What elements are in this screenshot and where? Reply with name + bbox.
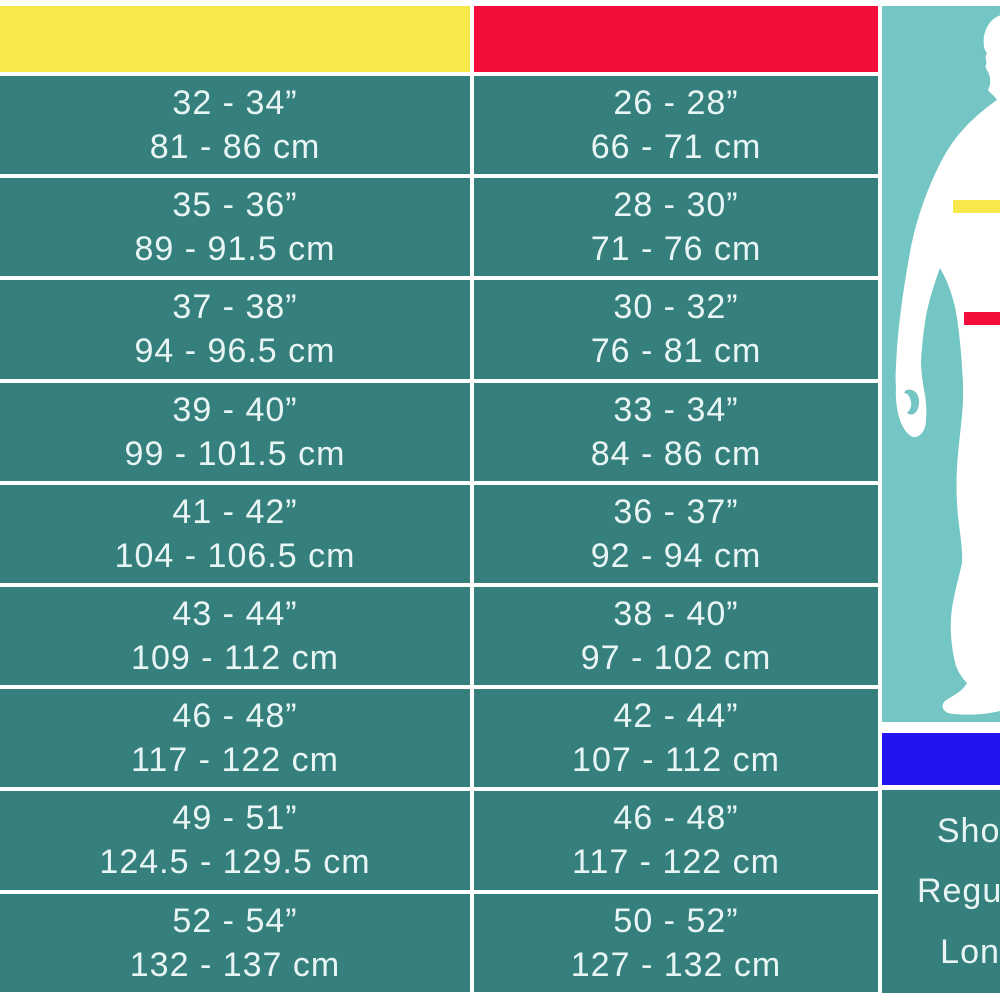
chest-cell: 35 - 36” 89 - 91.5 cm: [0, 178, 470, 277]
chest-inches: 39 - 40”: [172, 390, 298, 429]
waist-cm: 66 - 71 cm: [590, 128, 762, 167]
waist-cm: 76 - 81 cm: [590, 332, 762, 371]
waist-inches: 38 - 40”: [613, 595, 739, 634]
waist-cell: 36 - 37” 92 - 94 cm: [474, 484, 878, 583]
waist-cm: 92 - 94 cm: [590, 536, 762, 575]
waist-inches: 42 - 44”: [613, 697, 739, 736]
chest-cm: 109 - 112 cm: [131, 639, 339, 678]
waist-inches: 46 - 48”: [613, 799, 739, 838]
waist-inches: 36 - 37”: [613, 492, 739, 531]
waist-cell: 28 - 30” 71 - 76 cm: [474, 178, 878, 277]
chest-cm: 94 - 96.5 cm: [134, 332, 336, 371]
waist-cell: 30 - 32” 76 - 81 cm: [474, 280, 878, 379]
chest-cell: 46 - 48” 117 - 122 cm: [0, 689, 470, 788]
fit-guide-panel: Short Regular Long: [882, 6, 1000, 993]
waist-cell: 42 - 44” 107 - 112 cm: [474, 689, 878, 788]
waist-cell: 38 - 40” 97 - 102 cm: [474, 586, 878, 686]
chest-cm: 81 - 86 cm: [149, 128, 321, 167]
chest-line: [953, 200, 1000, 213]
waist-cm: 107 - 112 cm: [572, 741, 780, 780]
chest-cm: 104 - 106.5 cm: [114, 536, 356, 575]
waist-cell: 50 - 52” 127 - 132 cm: [474, 893, 878, 992]
chest-cm: 132 - 137 cm: [129, 945, 341, 984]
chest-cell: 32 - 34” 81 - 86 cm: [0, 76, 470, 175]
waist-inches: 26 - 28”: [613, 84, 739, 123]
chest-column-header: [0, 6, 470, 72]
chest-inches: 32 - 34”: [172, 84, 298, 123]
waist-cm: 97 - 102 cm: [580, 639, 772, 678]
chest-inches: 37 - 38”: [172, 288, 298, 327]
waist-cell: 26 - 28” 66 - 71 cm: [474, 76, 878, 175]
chest-cm: 117 - 122 cm: [131, 741, 339, 780]
chest-inches: 49 - 51”: [172, 799, 298, 838]
body-figure: [882, 6, 1000, 722]
waist-column-header: [474, 6, 878, 72]
waist-line: [964, 312, 1000, 325]
chest-cm: 124.5 - 129.5 cm: [99, 843, 371, 882]
waist-cm: 127 - 132 cm: [570, 945, 782, 984]
waist-cm: 117 - 122 cm: [572, 843, 780, 882]
chest-cm: 99 - 101.5 cm: [124, 434, 346, 473]
chest-inches: 46 - 48”: [172, 697, 298, 736]
chest-cell: 52 - 54” 132 - 137 cm: [0, 893, 470, 992]
length-option-short: Short: [936, 811, 1000, 850]
length-option-long: Long: [940, 932, 1000, 971]
waist-inches: 28 - 30”: [613, 186, 739, 225]
chest-cell: 43 - 44” 109 - 112 cm: [0, 586, 470, 686]
chest-cell: 41 - 42” 104 - 106.5 cm: [0, 484, 470, 583]
waist-inches: 33 - 34”: [613, 390, 739, 429]
chest-cell: 39 - 40” 99 - 101.5 cm: [0, 382, 470, 481]
chest-inches: 43 - 44”: [172, 595, 298, 634]
body-silhouette-icon: [895, 15, 1000, 715]
waist-cm: 84 - 86 cm: [590, 434, 762, 473]
chest-cell: 37 - 38” 94 - 96.5 cm: [0, 280, 470, 379]
length-option-regular: Regular: [916, 872, 1000, 910]
length-options-cell: Short Regular Long: [882, 790, 1000, 993]
size-table: 32 - 34” 81 - 86 cm 26 - 28” 66 - 71 cm …: [0, 6, 878, 992]
waist-inches: 30 - 32”: [613, 288, 739, 327]
waist-cell: 46 - 48” 117 - 122 cm: [474, 791, 878, 890]
chest-inches: 41 - 42”: [172, 492, 298, 531]
length-column-header: [882, 733, 1000, 785]
chest-inches: 52 - 54”: [172, 901, 298, 940]
waist-inches: 50 - 52”: [613, 901, 739, 940]
chest-cm: 89 - 91.5 cm: [134, 230, 336, 269]
waist-cell: 33 - 34” 84 - 86 cm: [474, 382, 878, 481]
chest-inches: 35 - 36”: [172, 186, 298, 225]
waist-cm: 71 - 76 cm: [590, 230, 762, 269]
chest-cell: 49 - 51” 124.5 - 129.5 cm: [0, 791, 470, 890]
